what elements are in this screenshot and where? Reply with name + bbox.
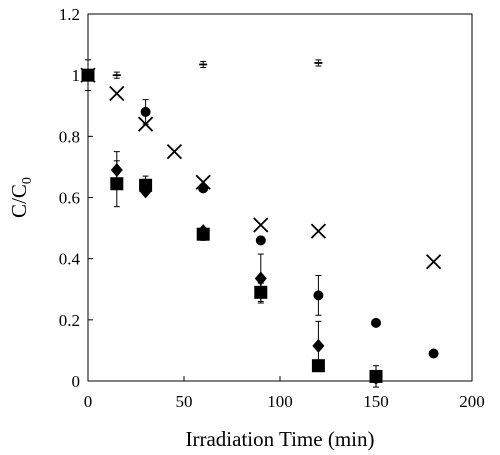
- chart-marks: [80, 59, 442, 388]
- y-tick-label: 1.2: [59, 5, 80, 24]
- series-diamond: [82, 68, 382, 385]
- data-point-cross: [310, 223, 327, 239]
- series-dash: [84, 59, 323, 79]
- data-point-square: [196, 227, 210, 241]
- data-point-cross: [166, 143, 183, 160]
- y-axis-label: C/C0: [7, 177, 35, 218]
- x-tick-label: 50: [176, 392, 193, 411]
- axis-ticks: 0 50 100 150 200 0 0.2 0.4 0.6 0.8 1 1.2: [59, 5, 485, 411]
- y-tick-label: 0.6: [59, 189, 80, 208]
- x-tick-label: 200: [459, 392, 485, 411]
- data-point-diamond: [312, 338, 325, 353]
- y-tick-label: 0: [72, 372, 81, 391]
- x-axis-label: Irradiation Time (min): [186, 427, 375, 451]
- data-point-circle: [428, 348, 439, 359]
- series-circle: [83, 70, 439, 359]
- y-tick-label: 0.8: [59, 127, 80, 146]
- x-tick-label: 150: [363, 392, 389, 411]
- y-tick-label: 0.4: [59, 250, 81, 269]
- data-point-circle: [198, 183, 209, 194]
- series-square: [81, 59, 383, 388]
- data-point-square: [110, 177, 124, 191]
- y-tick-label: 0.2: [59, 311, 80, 330]
- data-point-cross: [253, 217, 269, 233]
- data-point-circle: [313, 290, 324, 301]
- data-point-square: [254, 285, 268, 299]
- data-point-circle: [140, 106, 151, 117]
- data-point-diamond: [254, 271, 267, 286]
- x-tick-label: 0: [84, 392, 93, 411]
- data-point-square: [311, 359, 325, 373]
- data-point-cross: [425, 254, 442, 270]
- data-point-cross: [109, 85, 125, 102]
- data-point-circle: [255, 235, 266, 246]
- y-axis-label-subscript: 0: [20, 177, 35, 184]
- y-axis-label-main: C/C: [7, 184, 31, 218]
- x-tick-label: 100: [267, 392, 293, 411]
- data-point-square: [139, 178, 153, 192]
- data-point-circle: [371, 317, 381, 328]
- y-tick-label: 1: [72, 66, 81, 85]
